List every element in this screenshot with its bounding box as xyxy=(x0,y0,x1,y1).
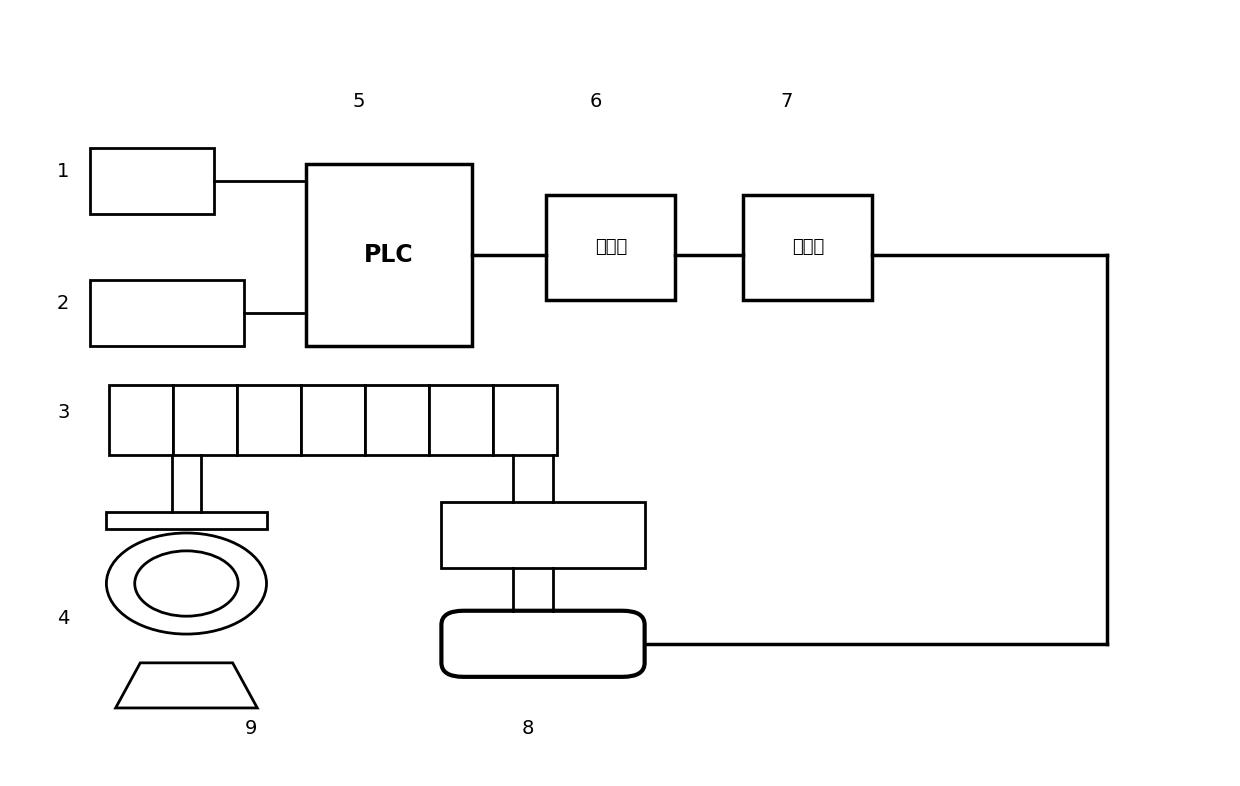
Bar xyxy=(91,148,213,214)
Text: 4: 4 xyxy=(57,609,69,628)
Bar xyxy=(107,512,267,529)
Text: 2: 2 xyxy=(57,294,69,313)
Bar xyxy=(441,502,645,568)
Text: 9: 9 xyxy=(244,719,257,739)
Text: 放大器: 放大器 xyxy=(595,238,627,256)
Bar xyxy=(172,385,237,455)
Bar xyxy=(494,385,557,455)
Text: 6: 6 xyxy=(589,92,601,111)
Text: 7: 7 xyxy=(780,92,792,111)
Text: 5: 5 xyxy=(352,92,365,111)
Text: PLC: PLC xyxy=(365,243,414,267)
Bar xyxy=(301,385,365,455)
Bar xyxy=(109,385,172,455)
Text: 3: 3 xyxy=(57,403,69,422)
Text: 8: 8 xyxy=(522,719,533,739)
Bar xyxy=(546,195,676,299)
Text: 1: 1 xyxy=(57,162,69,181)
FancyBboxPatch shape xyxy=(441,611,645,677)
Bar xyxy=(91,281,244,347)
Bar xyxy=(743,195,873,299)
Polygon shape xyxy=(115,663,257,708)
Bar xyxy=(365,385,429,455)
Text: 变频器: 变频器 xyxy=(791,238,823,256)
Bar xyxy=(429,385,494,455)
Circle shape xyxy=(135,551,238,616)
Bar xyxy=(237,385,301,455)
Bar xyxy=(306,163,472,347)
Circle shape xyxy=(107,533,267,634)
